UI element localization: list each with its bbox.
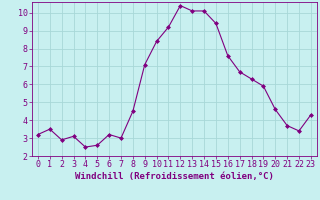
X-axis label: Windchill (Refroidissement éolien,°C): Windchill (Refroidissement éolien,°C) — [75, 172, 274, 181]
